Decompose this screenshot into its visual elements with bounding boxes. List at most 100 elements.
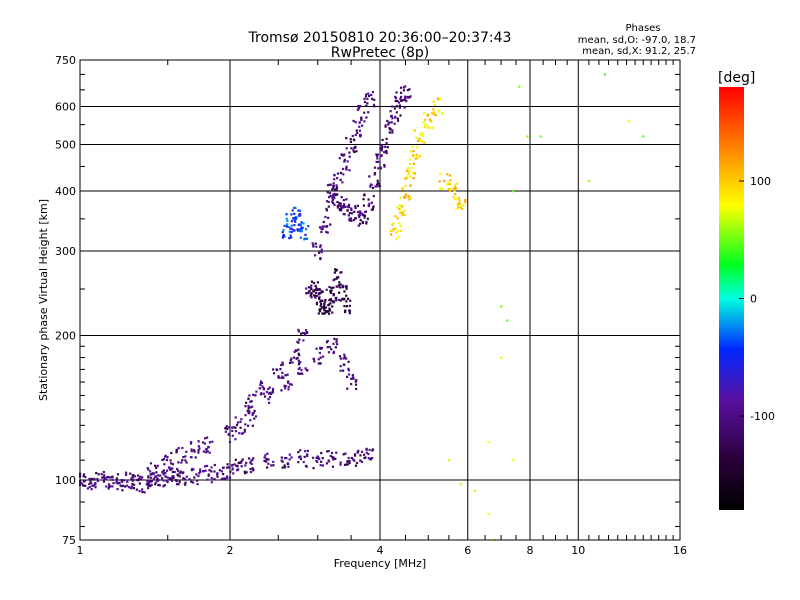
data-point — [375, 153, 378, 156]
data-point — [333, 268, 337, 271]
data-point — [190, 450, 193, 453]
data-point — [376, 179, 379, 182]
data-point — [265, 466, 269, 469]
data-point — [297, 328, 300, 331]
data-point — [297, 456, 301, 459]
x-tick-label: 8 — [527, 544, 534, 557]
data-point — [396, 206, 399, 209]
data-point — [192, 449, 196, 452]
data-point — [374, 185, 377, 188]
data-point — [404, 96, 407, 99]
data-point — [175, 448, 178, 451]
data-point — [287, 380, 290, 383]
data-point — [205, 464, 209, 468]
data-point — [125, 471, 128, 474]
data-point — [361, 213, 364, 217]
data-point — [422, 121, 425, 124]
data-point — [348, 309, 352, 313]
data-point — [315, 456, 318, 460]
data-point — [399, 97, 402, 100]
data-point — [335, 177, 339, 180]
data-point — [293, 229, 296, 232]
data-point — [329, 194, 332, 198]
data-point — [262, 388, 266, 391]
data-point — [240, 432, 244, 435]
data-point — [447, 459, 451, 462]
data-point — [315, 347, 318, 350]
data-point — [341, 286, 344, 289]
data-point — [398, 204, 401, 207]
data-point — [356, 108, 359, 111]
colorbar-tick-label: -100 — [750, 410, 775, 423]
data-point — [131, 479, 134, 482]
data-point — [303, 238, 306, 241]
data-point — [149, 480, 152, 483]
data-point — [231, 429, 234, 433]
data-point — [237, 461, 240, 465]
data-point — [177, 469, 180, 472]
data-point — [487, 512, 490, 516]
data-point — [241, 458, 244, 461]
data-point — [267, 462, 270, 465]
data-point — [120, 479, 123, 482]
data-point — [363, 214, 367, 217]
data-point — [227, 432, 231, 436]
data-point — [211, 440, 214, 443]
data-point — [90, 477, 93, 481]
data-point — [319, 257, 322, 260]
data-point — [179, 470, 182, 473]
data-point — [318, 351, 322, 355]
data-point — [367, 111, 370, 114]
data-point — [391, 229, 395, 232]
data-point — [288, 230, 291, 233]
data-point — [454, 193, 457, 196]
data-point — [162, 479, 165, 482]
data-point — [418, 155, 421, 158]
data-point — [343, 311, 347, 314]
data-point — [338, 208, 341, 211]
data-point — [163, 463, 166, 466]
data-point — [249, 467, 252, 471]
series-f-region-ascending-o- — [234, 90, 376, 435]
data-point — [338, 281, 341, 284]
data-point — [213, 478, 216, 481]
data-point — [210, 470, 213, 473]
data-point — [161, 477, 164, 480]
data-point — [335, 451, 338, 454]
data-point — [420, 132, 423, 135]
data-point — [248, 412, 251, 415]
data-point — [137, 477, 141, 480]
data-point — [247, 406, 250, 410]
data-point — [175, 451, 178, 454]
data-point — [321, 299, 324, 302]
data-point — [337, 291, 341, 294]
data-point — [247, 397, 250, 400]
data-point — [355, 461, 359, 465]
data-point — [107, 475, 110, 479]
data-point — [300, 229, 303, 232]
data-point — [349, 299, 352, 302]
data-point — [315, 245, 318, 248]
data-point — [370, 93, 373, 97]
data-point — [190, 440, 193, 444]
data-point — [287, 388, 290, 391]
data-point — [355, 387, 358, 391]
data-point — [197, 474, 200, 478]
data-point — [115, 479, 118, 482]
data-point — [154, 483, 157, 486]
data-point — [149, 470, 152, 473]
data-point — [346, 387, 349, 390]
data-point — [267, 458, 270, 461]
data-point — [88, 482, 91, 485]
data-point — [280, 363, 283, 367]
data-point — [347, 373, 351, 376]
data-point — [313, 360, 316, 363]
data-point — [253, 409, 256, 412]
data-point — [318, 292, 321, 295]
data-point — [236, 465, 239, 468]
data-point — [283, 224, 286, 227]
data-point — [172, 475, 175, 478]
data-point — [286, 373, 289, 376]
data-point — [343, 158, 347, 162]
data-point — [319, 308, 322, 311]
